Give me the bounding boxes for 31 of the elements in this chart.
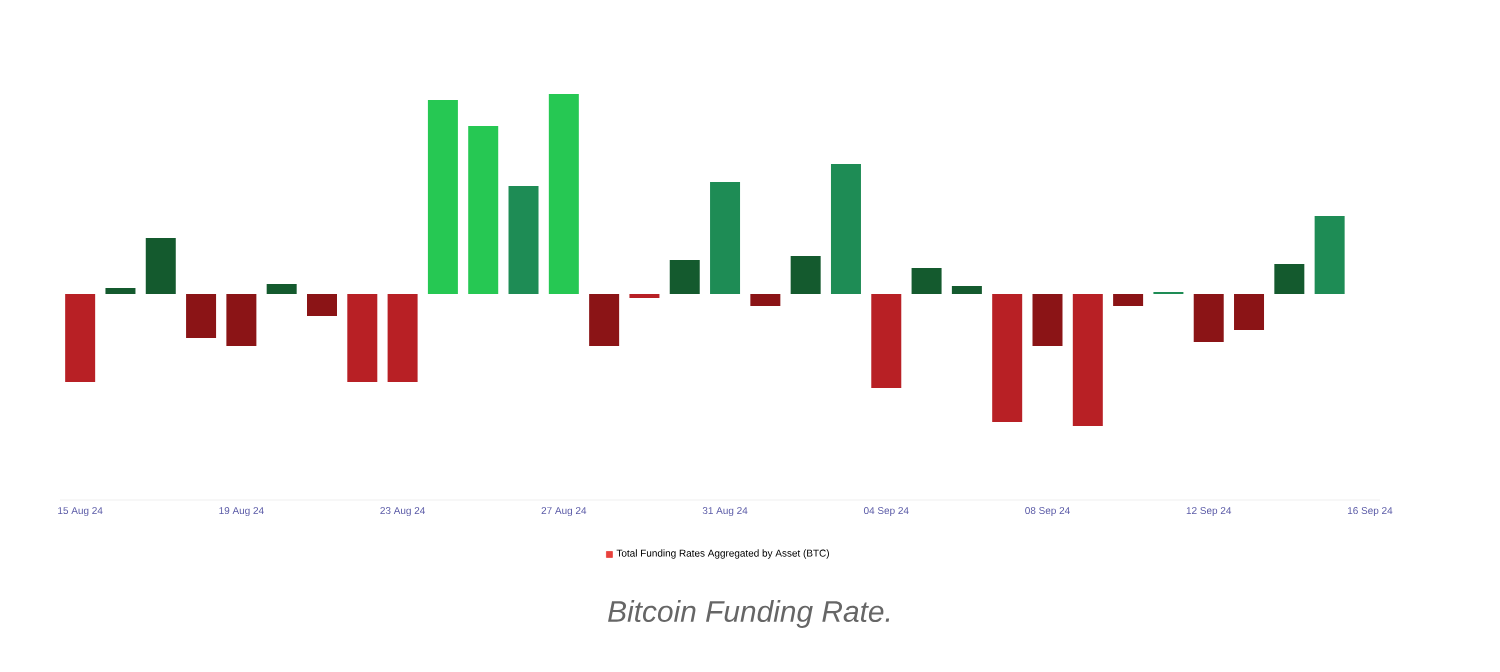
bar — [830, 163, 861, 294]
bar — [548, 93, 579, 294]
bar — [508, 185, 539, 294]
bar — [871, 293, 902, 388]
bar — [710, 181, 741, 294]
bar — [750, 293, 781, 306]
bar — [911, 267, 942, 294]
bar — [951, 285, 982, 294]
bar — [468, 125, 499, 294]
bar — [226, 293, 257, 346]
bar — [790, 255, 821, 294]
text: Bitcoin Funding Rate. — [608, 600, 890, 628]
bar — [145, 237, 176, 294]
bar — [589, 293, 620, 346]
bar — [1113, 293, 1144, 306]
bar — [1274, 263, 1305, 294]
bar — [387, 293, 418, 382]
bar — [1032, 293, 1063, 346]
bar — [1193, 293, 1224, 342]
bar — [347, 293, 378, 382]
bar — [1072, 293, 1103, 426]
bar — [65, 293, 96, 382]
bar — [992, 293, 1023, 422]
bar — [105, 287, 136, 294]
bar — [1234, 293, 1265, 330]
bar — [1314, 215, 1345, 294]
bar — [427, 99, 458, 294]
bar — [266, 283, 297, 294]
bar — [306, 293, 337, 316]
bar — [186, 293, 217, 338]
bar — [669, 259, 700, 294]
